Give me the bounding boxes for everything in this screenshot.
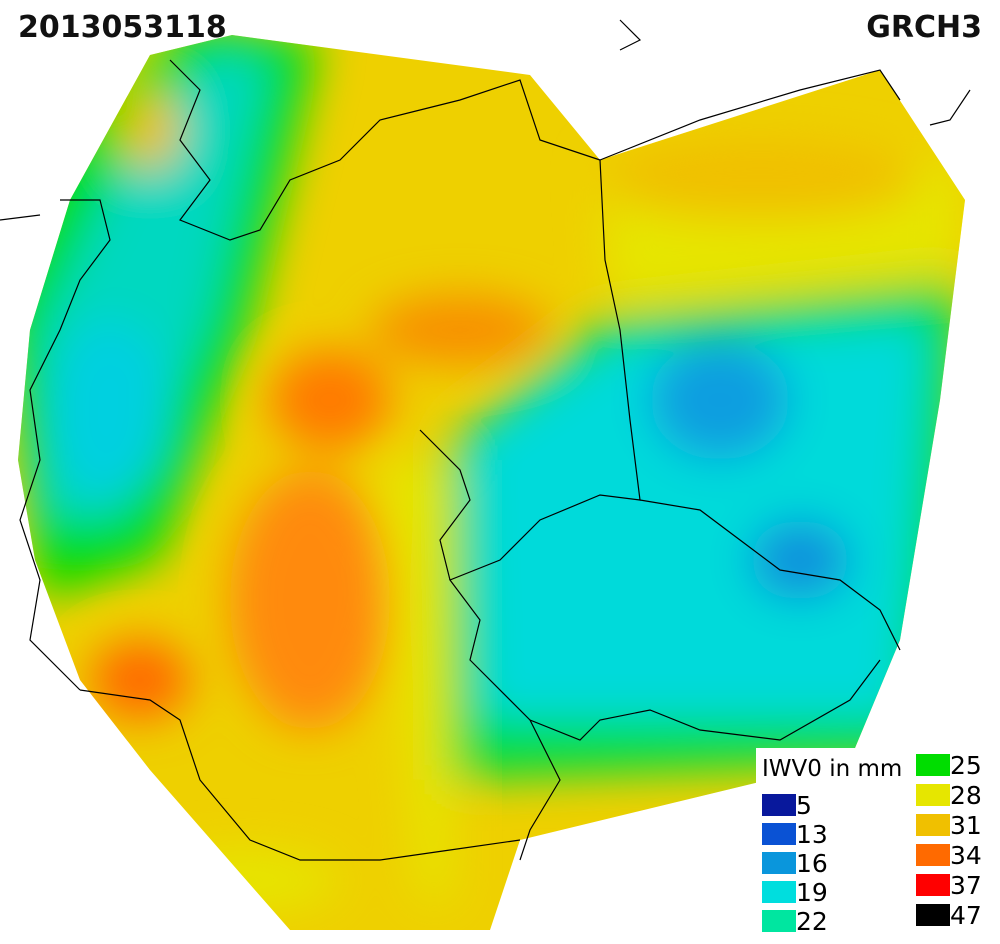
legend-label: 13 — [796, 820, 828, 849]
legend-swatch — [762, 852, 796, 874]
legend-swatch — [916, 874, 950, 896]
legend-item: 22 — [762, 908, 828, 936]
legend-swatch — [916, 814, 950, 836]
legend-item: 13 — [762, 821, 828, 849]
legend-item: 25 — [916, 752, 982, 780]
legend-label: 47 — [950, 901, 982, 930]
borders — [0, 19, 971, 861]
legend-swatch — [762, 881, 796, 903]
legend-swatch — [762, 910, 796, 932]
legend-label: 5 — [796, 791, 812, 820]
legend-label: 25 — [950, 751, 982, 780]
legend-swatch — [916, 844, 950, 866]
legend-swatch — [916, 754, 950, 776]
legend-item: 16 — [762, 850, 828, 878]
model-label: GRCH3 — [866, 10, 982, 45]
legend: IWV0 in mm 5 13 16 19 22 25 28 31 34 37 47 — [756, 748, 1000, 944]
legend-item: 28 — [916, 782, 982, 810]
legend-label: 37 — [950, 871, 982, 900]
legend-item: 19 — [762, 879, 828, 907]
legend-label: 28 — [950, 781, 982, 810]
legend-label: 19 — [796, 878, 828, 907]
legend-item: 37 — [916, 872, 982, 900]
legend-swatch — [762, 794, 796, 816]
legend-label: 34 — [950, 841, 982, 870]
date-label: 2013053118 — [18, 10, 227, 45]
legend-item: 34 — [916, 842, 982, 870]
legend-item: 5 — [762, 792, 812, 820]
legend-swatch — [762, 823, 796, 845]
legend-title: IWV0 in mm — [762, 756, 903, 782]
legend-label: 16 — [796, 849, 828, 878]
legend-item: 31 — [916, 812, 982, 840]
legend-swatch — [916, 904, 950, 926]
legend-item: 47 — [916, 902, 982, 930]
legend-label: 22 — [796, 907, 828, 936]
legend-label: 31 — [950, 811, 982, 840]
legend-swatch — [916, 784, 950, 806]
